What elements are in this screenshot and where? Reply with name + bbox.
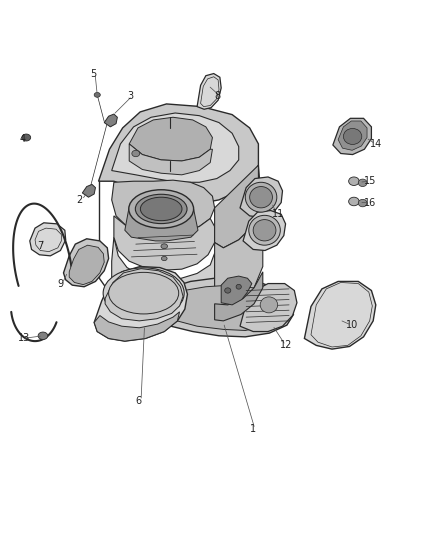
Text: 4: 4 — [20, 134, 26, 143]
Ellipse shape — [250, 187, 272, 208]
Ellipse shape — [161, 244, 167, 248]
Ellipse shape — [343, 128, 362, 144]
Polygon shape — [243, 211, 286, 251]
Ellipse shape — [140, 197, 182, 221]
Polygon shape — [69, 245, 104, 285]
Polygon shape — [82, 184, 95, 197]
Ellipse shape — [253, 220, 276, 241]
Polygon shape — [94, 266, 187, 341]
Polygon shape — [94, 312, 180, 341]
Text: 7: 7 — [37, 241, 43, 251]
Ellipse shape — [22, 134, 31, 141]
Ellipse shape — [349, 177, 359, 185]
Polygon shape — [129, 117, 212, 161]
Text: 6: 6 — [136, 396, 142, 406]
Text: 2: 2 — [77, 195, 83, 205]
Ellipse shape — [38, 332, 48, 340]
Ellipse shape — [161, 256, 167, 261]
Polygon shape — [112, 180, 215, 233]
Ellipse shape — [245, 182, 277, 212]
Polygon shape — [104, 114, 117, 127]
Polygon shape — [112, 237, 215, 325]
Polygon shape — [99, 104, 258, 204]
Ellipse shape — [94, 93, 100, 98]
Text: 12: 12 — [280, 341, 293, 350]
Ellipse shape — [109, 272, 179, 314]
Text: 16: 16 — [364, 198, 376, 207]
Text: 14: 14 — [370, 139, 382, 149]
Ellipse shape — [103, 268, 184, 318]
Polygon shape — [240, 284, 297, 332]
Polygon shape — [105, 269, 183, 321]
Ellipse shape — [249, 215, 280, 245]
Polygon shape — [215, 165, 258, 248]
Polygon shape — [129, 144, 212, 175]
Ellipse shape — [349, 197, 359, 206]
Polygon shape — [215, 272, 263, 321]
Text: 10: 10 — [346, 320, 358, 330]
Polygon shape — [215, 213, 263, 305]
Text: 1: 1 — [250, 424, 256, 434]
Polygon shape — [197, 74, 221, 109]
Polygon shape — [112, 113, 239, 182]
Polygon shape — [221, 276, 252, 305]
Ellipse shape — [135, 195, 187, 224]
Text: 15: 15 — [364, 176, 376, 186]
Polygon shape — [338, 121, 367, 150]
Text: 13: 13 — [18, 334, 30, 343]
Polygon shape — [162, 285, 284, 330]
Polygon shape — [114, 216, 215, 270]
Ellipse shape — [225, 288, 231, 293]
Ellipse shape — [358, 179, 367, 187]
Polygon shape — [240, 177, 283, 217]
Text: 11: 11 — [272, 209, 284, 219]
Text: 9: 9 — [57, 279, 63, 288]
Ellipse shape — [129, 190, 194, 228]
Text: 8: 8 — [215, 91, 221, 101]
Polygon shape — [30, 223, 66, 256]
Polygon shape — [154, 278, 293, 337]
Ellipse shape — [358, 199, 367, 207]
Polygon shape — [333, 118, 371, 155]
Polygon shape — [304, 281, 376, 349]
Ellipse shape — [236, 285, 241, 289]
Polygon shape — [64, 239, 109, 287]
Polygon shape — [125, 209, 198, 241]
Text: 3: 3 — [127, 91, 133, 101]
Ellipse shape — [260, 297, 278, 313]
Ellipse shape — [132, 150, 140, 157]
Text: 5: 5 — [90, 69, 96, 78]
